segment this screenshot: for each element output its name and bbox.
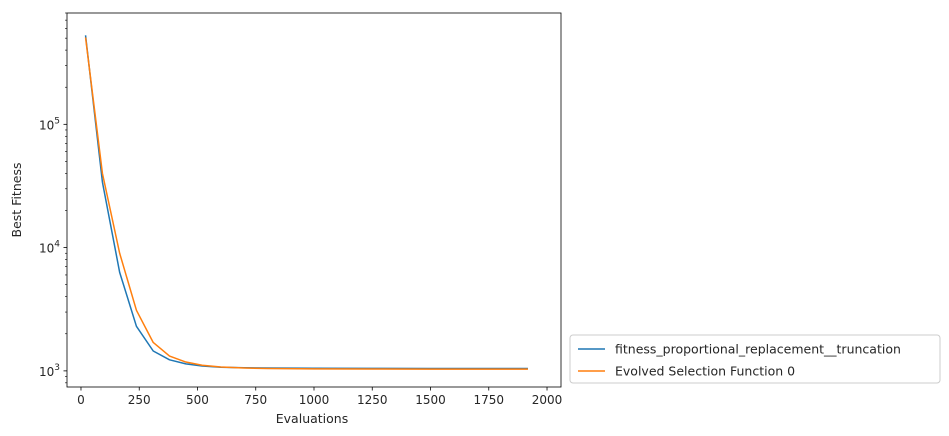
legend-items: fitness_proportional_replacement__trunca…: [578, 342, 901, 379]
y-tick-label: 103: [39, 363, 60, 379]
y-tick-label: 104: [39, 240, 60, 256]
x-tick-label: 250: [128, 393, 151, 407]
x-tick-label: 0: [77, 393, 85, 407]
plot-frame: [66, 12, 562, 388]
legend-label-1: Evolved Selection Function 0: [615, 364, 795, 379]
series-layer: [84, 35, 528, 370]
legend-label-0: fitness_proportional_replacement__trunca…: [615, 342, 901, 357]
y-tick-label: 105: [39, 116, 60, 132]
x-tick-label: 1750: [473, 393, 504, 407]
x-tick-label: 1500: [415, 393, 446, 407]
legend-box: [569, 334, 941, 384]
plot-area: [67, 13, 561, 387]
series-line-1: [84, 37, 528, 370]
x-axis: 0 250 500 750 1000 1250 1500 1750 2000: [77, 387, 562, 407]
x-tick-label: 500: [186, 393, 209, 407]
x-tick-label: 1000: [299, 393, 330, 407]
x-tick-label: 750: [244, 393, 267, 407]
x-tick-label: 1250: [357, 393, 388, 407]
x-tick-label: 2000: [532, 393, 563, 407]
legend: fitness_proportional_replacement__trunca…: [569, 334, 941, 384]
x-axis-label: Evaluations: [276, 411, 348, 426]
y-axis-label: Best Fitness: [9, 163, 24, 238]
y-axis: 103 104 105: [39, 12, 67, 384]
